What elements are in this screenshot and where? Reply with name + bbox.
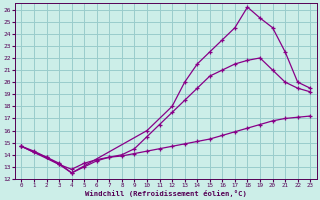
X-axis label: Windchill (Refroidissement éolien,°C): Windchill (Refroidissement éolien,°C) — [85, 190, 247, 197]
